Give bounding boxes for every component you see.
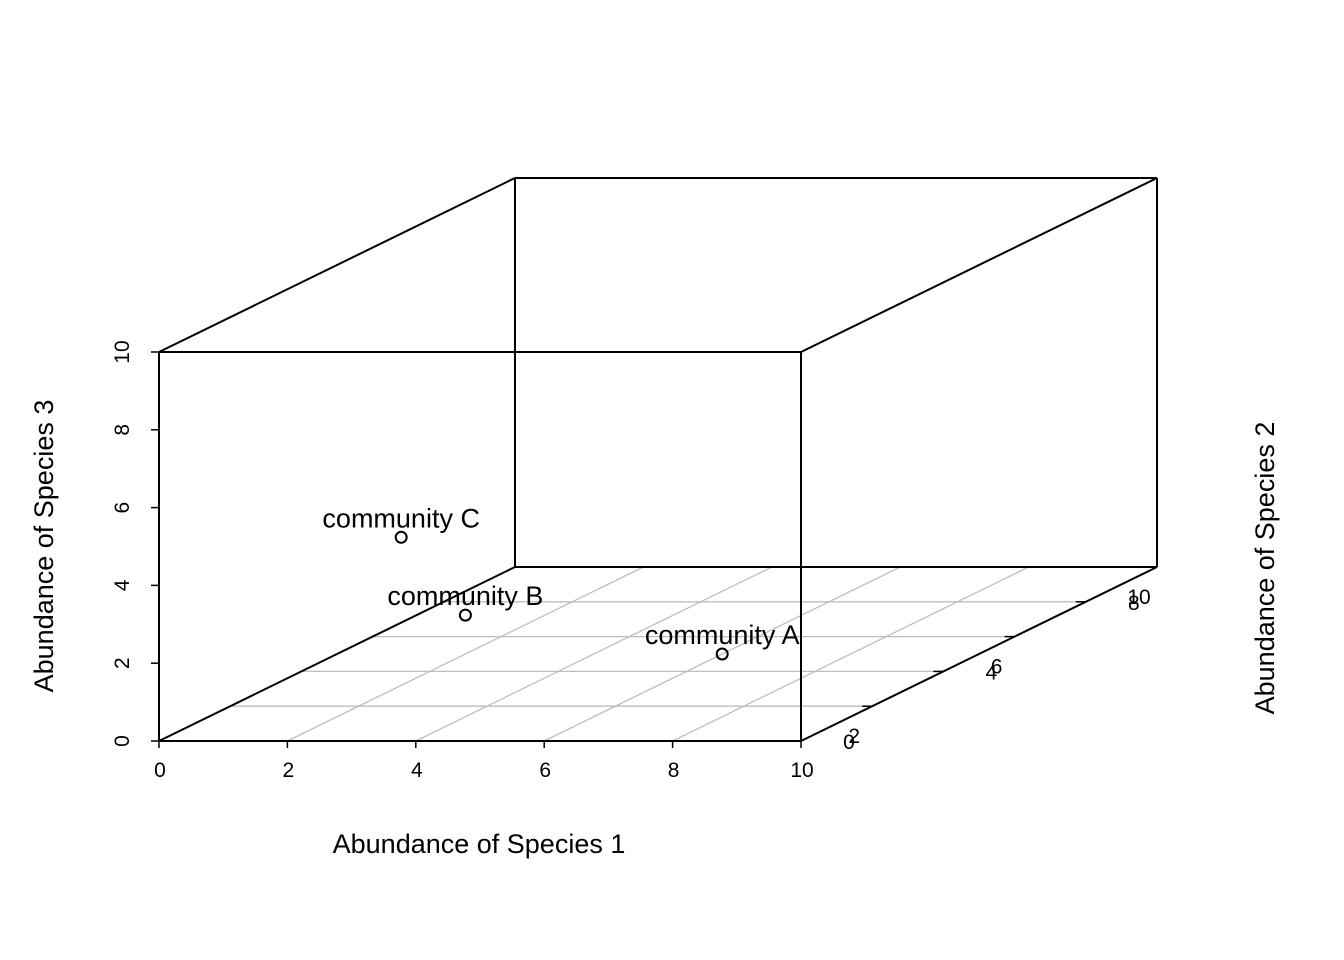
x-tick-label: 2 <box>283 759 295 782</box>
z-tick-label: 6 <box>111 502 134 514</box>
data-point-label: community A <box>645 620 800 650</box>
x-tick-label: 6 <box>539 759 551 782</box>
data-point-label: community C <box>322 503 480 533</box>
y-tick-label: 10 <box>1127 586 1150 609</box>
y-axis-title: Abundance of Species 2 <box>1250 422 1280 715</box>
data-point-label: community B <box>387 581 543 611</box>
floor-grid-line <box>672 566 1029 742</box>
data-point <box>458 608 472 622</box>
data-point <box>394 530 408 544</box>
box-edge <box>158 566 516 742</box>
x-tick-label: 4 <box>411 759 423 782</box>
x-axis-title: Abundance of Species 1 <box>333 829 626 859</box>
floor-grid-line <box>287 566 644 742</box>
y-tick-label: 4 <box>986 661 998 684</box>
y-tick-label: 6 <box>991 656 1003 679</box>
x-tick-label: 0 <box>154 759 166 782</box>
y-tick-label: 0 <box>843 731 855 754</box>
z-tick-label: 2 <box>111 657 134 669</box>
y-tick-label: 2 <box>848 725 860 748</box>
y-tick-label: 8 <box>1128 592 1140 615</box>
floor-grid <box>230 566 1086 742</box>
z-tick-label: 8 <box>111 424 134 436</box>
x-tick-label: 10 <box>790 759 813 782</box>
z-tick-label: 0 <box>111 735 134 747</box>
floor-grid-line <box>543 566 901 742</box>
x-tick-label: 8 <box>668 759 680 782</box>
z-tick-label: 10 <box>111 340 134 363</box>
box-edge <box>800 177 1158 353</box>
z-tick-label: 4 <box>111 579 134 591</box>
floor-grid-line <box>415 566 773 742</box>
data-points: community A community B community C <box>322 503 800 661</box>
box-edge <box>800 566 1158 742</box>
data-point <box>715 647 729 661</box>
box-edge <box>158 177 516 353</box>
box-frame <box>158 177 1158 742</box>
z-axis-title: Abundance of Species 3 <box>29 400 59 693</box>
